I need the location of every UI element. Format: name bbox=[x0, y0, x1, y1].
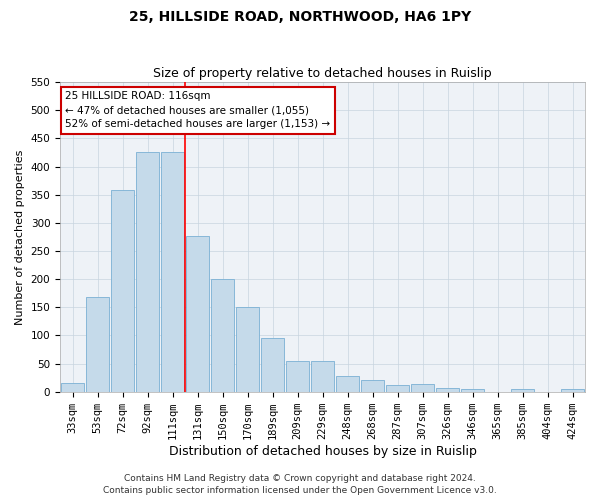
Title: Size of property relative to detached houses in Ruislip: Size of property relative to detached ho… bbox=[153, 66, 492, 80]
Bar bbox=[361, 380, 384, 392]
Bar bbox=[161, 152, 184, 392]
Text: 25 HILLSIDE ROAD: 116sqm
← 47% of detached houses are smaller (1,055)
52% of sem: 25 HILLSIDE ROAD: 116sqm ← 47% of detach… bbox=[65, 92, 331, 130]
Bar bbox=[236, 308, 259, 392]
Bar bbox=[561, 389, 584, 392]
Bar bbox=[61, 384, 84, 392]
Bar bbox=[261, 338, 284, 392]
Y-axis label: Number of detached properties: Number of detached properties bbox=[15, 149, 25, 324]
Bar bbox=[461, 390, 484, 392]
Bar bbox=[186, 236, 209, 392]
Bar bbox=[211, 279, 234, 392]
Bar bbox=[286, 361, 309, 392]
Bar bbox=[136, 152, 159, 392]
Bar bbox=[436, 388, 459, 392]
Text: Contains HM Land Registry data © Crown copyright and database right 2024.
Contai: Contains HM Land Registry data © Crown c… bbox=[103, 474, 497, 495]
Bar bbox=[411, 384, 434, 392]
Bar bbox=[111, 190, 134, 392]
Text: 25, HILLSIDE ROAD, NORTHWOOD, HA6 1PY: 25, HILLSIDE ROAD, NORTHWOOD, HA6 1PY bbox=[129, 10, 471, 24]
Bar bbox=[336, 376, 359, 392]
Bar bbox=[386, 385, 409, 392]
Bar bbox=[86, 297, 109, 392]
Bar bbox=[511, 389, 534, 392]
X-axis label: Distribution of detached houses by size in Ruislip: Distribution of detached houses by size … bbox=[169, 444, 476, 458]
Bar bbox=[311, 361, 334, 392]
